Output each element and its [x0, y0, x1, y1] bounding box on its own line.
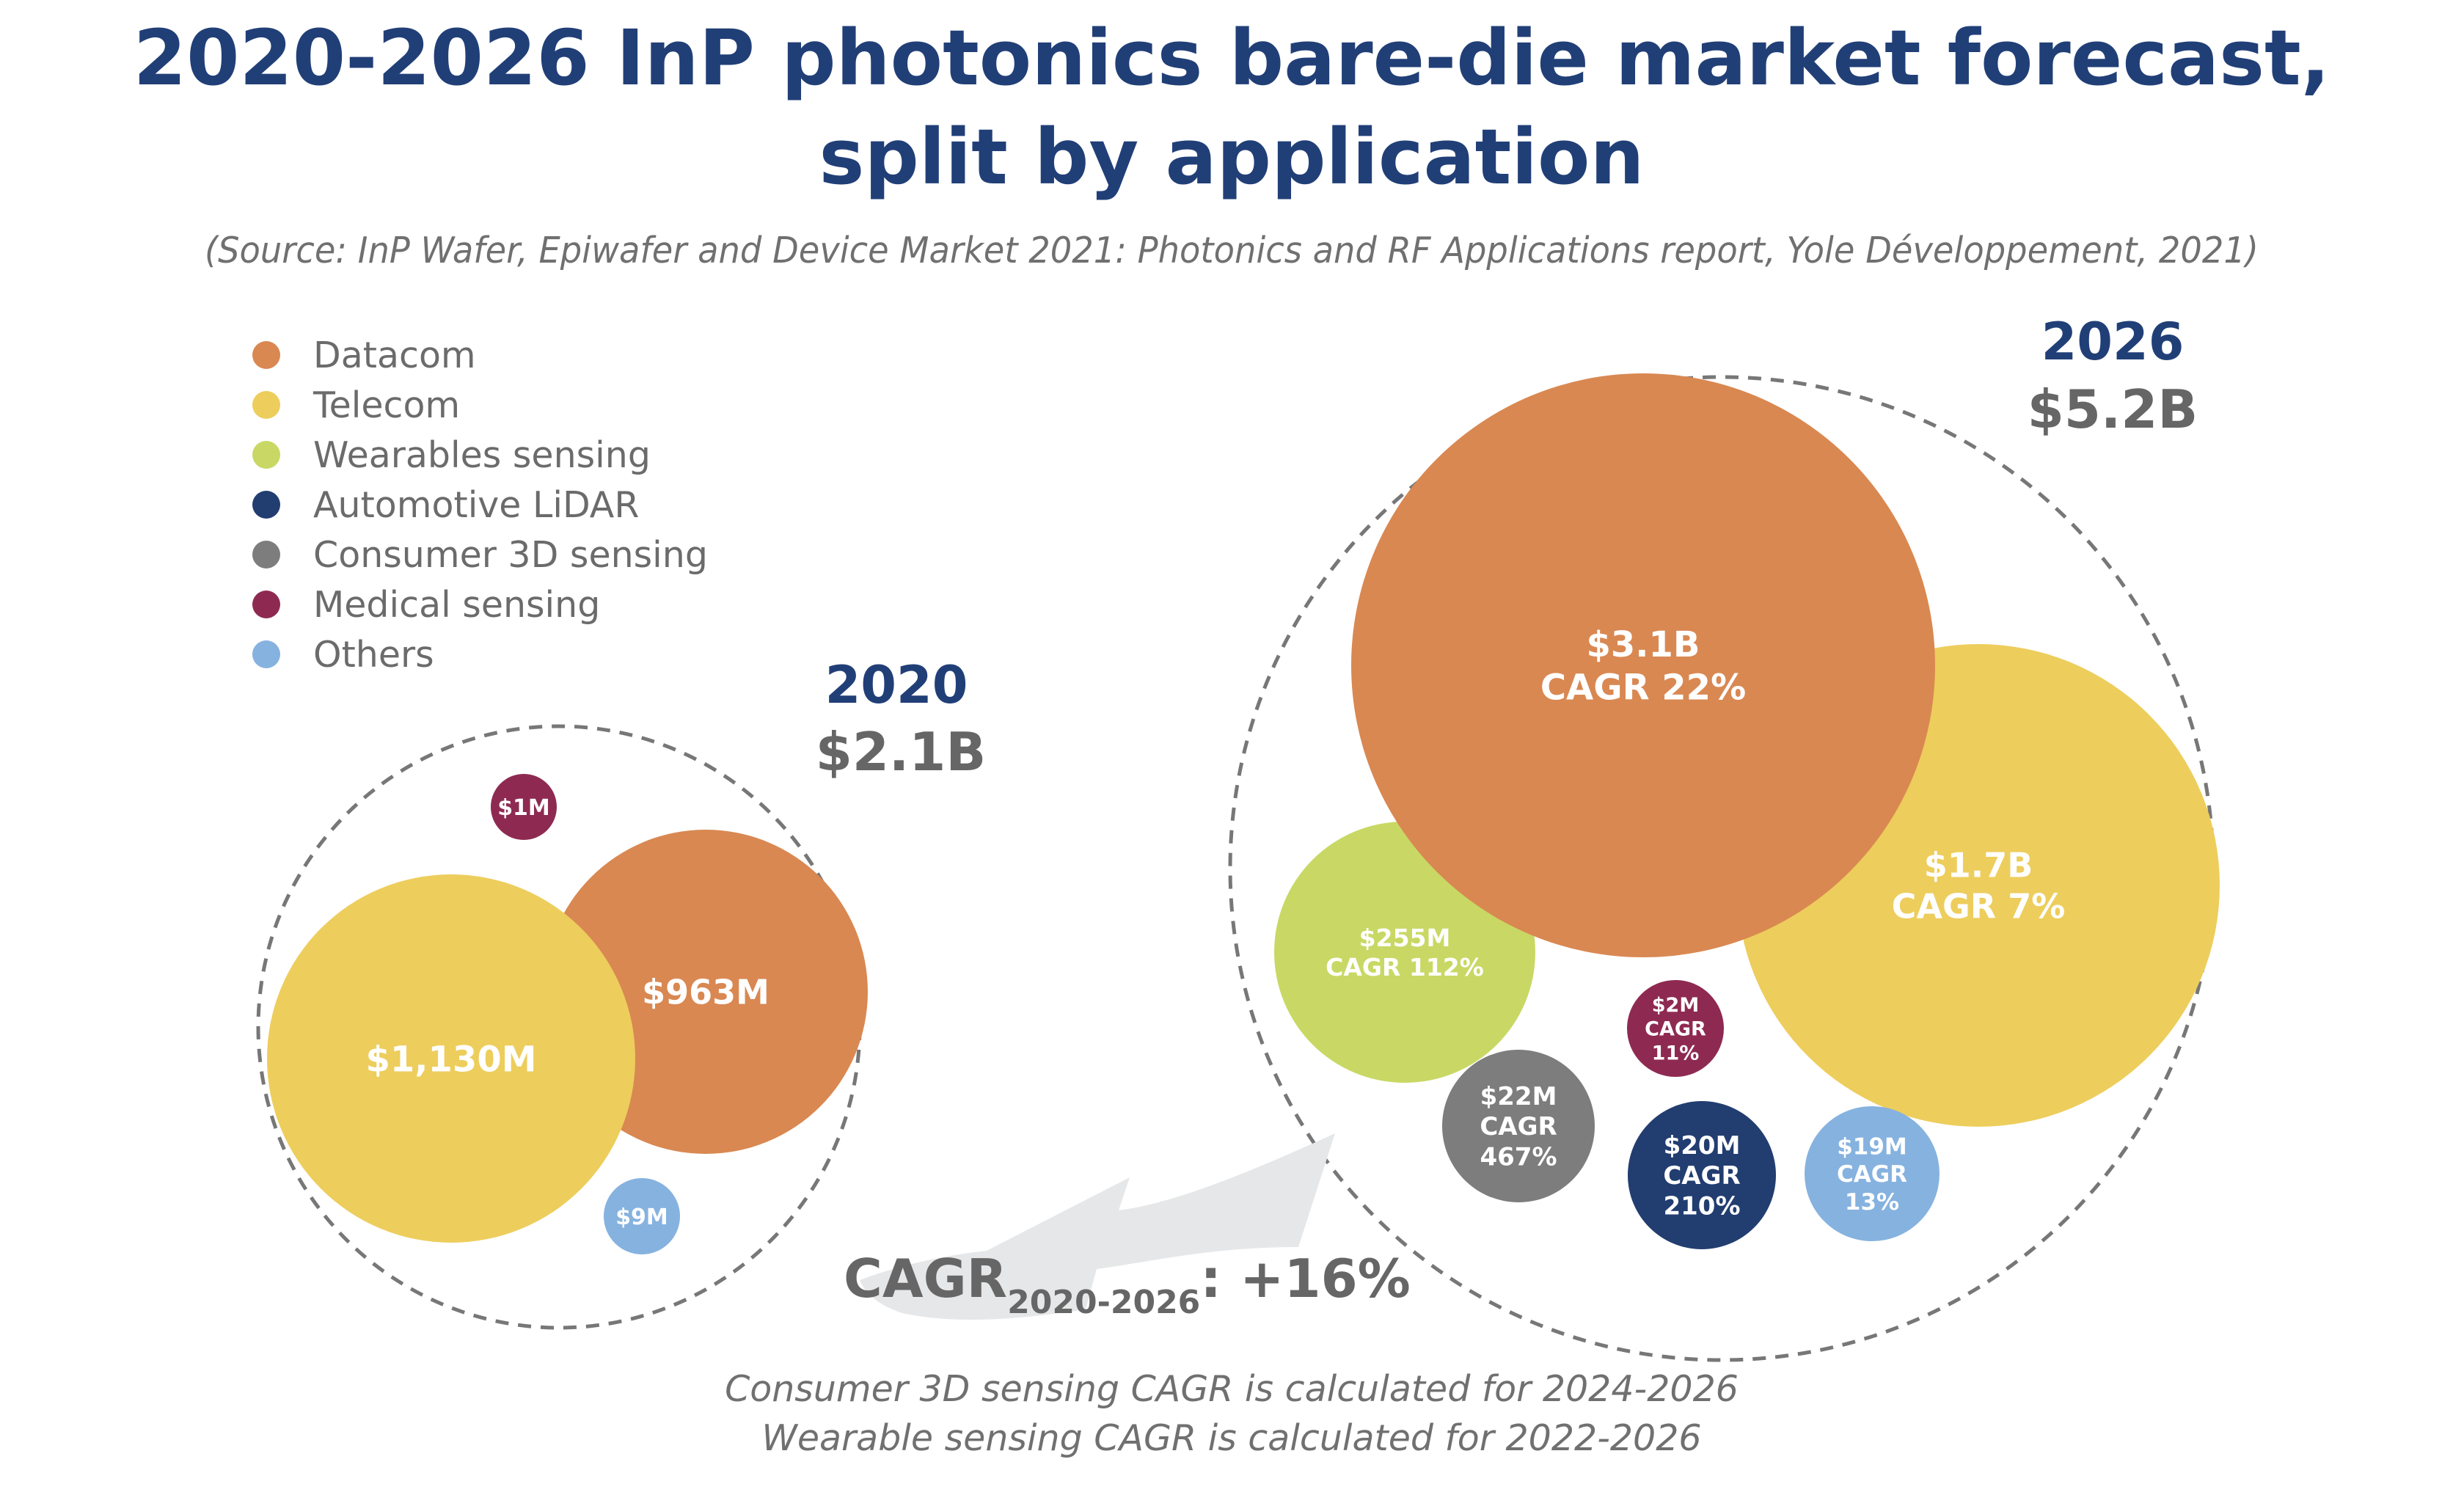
- bubble-label-consumer-3d-sensing-2026-1: CAGR: [1480, 1112, 1557, 1141]
- legend-label-medical-sensing: Medical sensing: [313, 584, 600, 626]
- legend-marker-medical-sensing: [252, 591, 280, 618]
- legend-label-consumer-3d-sensing: Consumer 3D sensing: [313, 534, 708, 576]
- bubble-label-medical-sensing-2026-0: $2M: [1652, 994, 1699, 1017]
- bubble-label-datacom-2026-1: CAGR 22%: [1540, 668, 1746, 709]
- source-note: (Source: InP Wafer, Epiwafer and Device …: [205, 230, 2259, 271]
- bubble-label-medical-sensing-2026-2: 11%: [1652, 1042, 1700, 1065]
- legend-label-others: Others: [313, 634, 434, 676]
- bubble-label-others-2026-1: CAGR: [1837, 1161, 1907, 1188]
- legend-marker-wearables-sensing: [252, 441, 280, 469]
- legend-marker-consumer-3d-sensing: [252, 541, 280, 569]
- bubble-label-telecom-2026-0: $1.7B: [1924, 846, 2033, 885]
- bubble-datacom-2026: [1351, 373, 1935, 957]
- bubble-label-telecom-2020-0: $1,130M: [366, 1039, 537, 1080]
- legend-marker-automotive-lidar: [252, 491, 280, 519]
- overall-cagr-period: 2020-2026: [1007, 1284, 1200, 1321]
- bubble-label-wearables-sensing-2026-1: CAGR 112%: [1326, 953, 1484, 982]
- bubble-others-2020: [604, 1178, 680, 1254]
- cagr-arrow: [860, 1133, 1335, 1320]
- bubble-label-others-2026-2: 13%: [1845, 1189, 1899, 1216]
- bubble-medical-sensing-2026: [1627, 980, 1724, 1077]
- bubble-label-medical-sensing-2026-1: CAGR: [1645, 1018, 1706, 1041]
- overall-cagr: CAGR2020-2026: +16%: [844, 1248, 1411, 1321]
- legend-label-datacom: Datacom: [313, 335, 476, 376]
- bubble-label-medical-sensing-2020-0: $1M: [497, 795, 550, 821]
- year-2026-label: 2026: [2041, 312, 2185, 372]
- footnote-1: Consumer 3D sensing CAGR is calculated f…: [725, 1368, 1739, 1410]
- bubble-label-others-2020-0: $9M: [615, 1205, 668, 1230]
- total-2020-label: $2.1B: [816, 721, 987, 783]
- bubble-label-consumer-3d-sensing-2026-0: $22M: [1480, 1082, 1557, 1111]
- total-2026-label: $5.2B: [2028, 379, 2198, 440]
- bubble-label-automotive-lidar-2026-1: CAGR: [1663, 1161, 1740, 1191]
- bubble-label-automotive-lidar-2026-2: 210%: [1663, 1192, 1740, 1221]
- legend-label-wearables-sensing: Wearables sensing: [313, 434, 651, 476]
- bubble-label-others-2026-0: $19M: [1837, 1133, 1907, 1160]
- bubble-label-consumer-3d-sensing-2026-2: 467%: [1480, 1143, 1557, 1172]
- bubble-label-telecom-2026-1: CAGR 7%: [1892, 887, 2066, 926]
- bubble-label-datacom-2026-0: $3.1B: [1586, 624, 1700, 665]
- legend-marker-others: [252, 640, 280, 668]
- bubble-automotive-lidar-2026: [1628, 1101, 1776, 1249]
- footnote-2: Wearable sensing CAGR is calculated for …: [761, 1417, 1701, 1459]
- year-2020-label: 2020: [825, 655, 968, 715]
- legend-label-automotive-lidar: Automotive LiDAR: [313, 484, 639, 526]
- legend-marker-telecom: [252, 391, 280, 419]
- bubble-medical-sensing-2020: [491, 774, 557, 840]
- legend-marker-datacom: [252, 341, 280, 369]
- legend: Datacom Telecom Wearables sensing Automotiv…: [252, 335, 708, 676]
- overall-cagr-value: : +16%: [1200, 1248, 1411, 1309]
- chart-title-line1: 2020-2026 InP photonics bare-die market …: [134, 13, 2330, 103]
- overall-cagr-prefix: CAGR: [844, 1248, 1007, 1309]
- bubble-others-2026: [1805, 1106, 1940, 1241]
- bubble-consumer-3d-sensing-2026: [1442, 1050, 1595, 1202]
- bubble-label-wearables-sensing-2026-0: $255M: [1359, 924, 1451, 952]
- bubble-label-datacom-2020-0: $963M: [642, 973, 769, 1012]
- bubble-label-automotive-lidar-2026-0: $20M: [1664, 1131, 1741, 1160]
- bubble-telecom-2020: [267, 874, 635, 1243]
- chart-title-line2: split by application: [819, 112, 1644, 202]
- legend-label-telecom: Telecom: [312, 384, 460, 426]
